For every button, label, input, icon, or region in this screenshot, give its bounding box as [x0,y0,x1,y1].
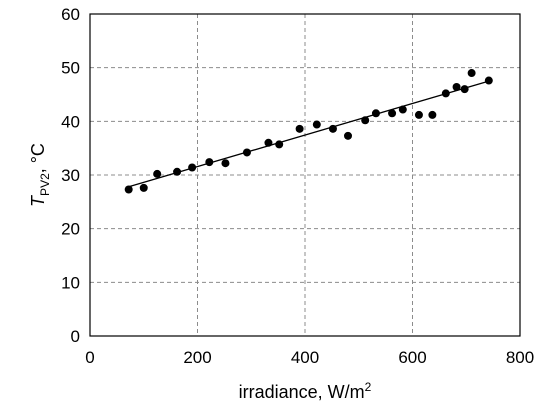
y-axis-title-subscript: PV2 [38,173,52,196]
y-axis-title-symbol: T [28,194,48,207]
data-point [344,131,352,140]
data-point [460,85,469,94]
x-tick-label: 400 [291,348,319,367]
x-tick-label: 0 [85,348,94,367]
data-point [441,89,450,98]
y-tick-label: 50 [61,59,80,78]
data-point [398,105,407,114]
x-axis-title: irradiance, W/m2 [239,380,372,402]
data-point [205,158,214,167]
y-tick-labels: 0 10 20 30 40 50 60 [61,5,80,346]
grid-lines [90,14,520,336]
data-point [484,76,493,85]
data-point [328,124,337,133]
x-tick-label: 800 [506,348,534,367]
data-point [221,159,230,168]
data-point [414,110,423,119]
data-point [124,185,133,194]
data-point [361,116,370,125]
data-point [153,169,162,178]
data-point [312,120,321,129]
data-points [124,69,493,194]
y-tick-label: 10 [61,273,80,292]
y-axis-title-unit: , °C [28,143,48,173]
data-point [242,148,251,157]
x-tick-label: 600 [398,348,426,367]
x-tick-label: 200 [183,348,211,367]
x-tick-labels: 0 200 400 600 800 [85,348,534,367]
x-axis-title-superscript: 2 [365,380,372,394]
data-point [173,167,182,176]
data-point [139,183,148,192]
y-tick-label: 40 [61,112,80,131]
data-point [467,69,476,78]
data-point [275,140,284,149]
data-point [188,163,197,172]
y-tick-label: 60 [61,5,80,24]
data-point [295,124,304,133]
trendline-group [128,80,490,188]
data-point [428,110,437,119]
data-point [371,109,380,118]
trendline [128,80,490,188]
data-point [264,138,273,147]
plot-frame [89,13,521,337]
y-axis-title: TPV2, °C [28,143,52,207]
data-point [452,82,461,91]
y-tick-label: 30 [61,166,80,185]
data-point [388,109,397,118]
y-tick-label: 20 [61,220,80,239]
y-tick-label: 0 [71,327,80,346]
